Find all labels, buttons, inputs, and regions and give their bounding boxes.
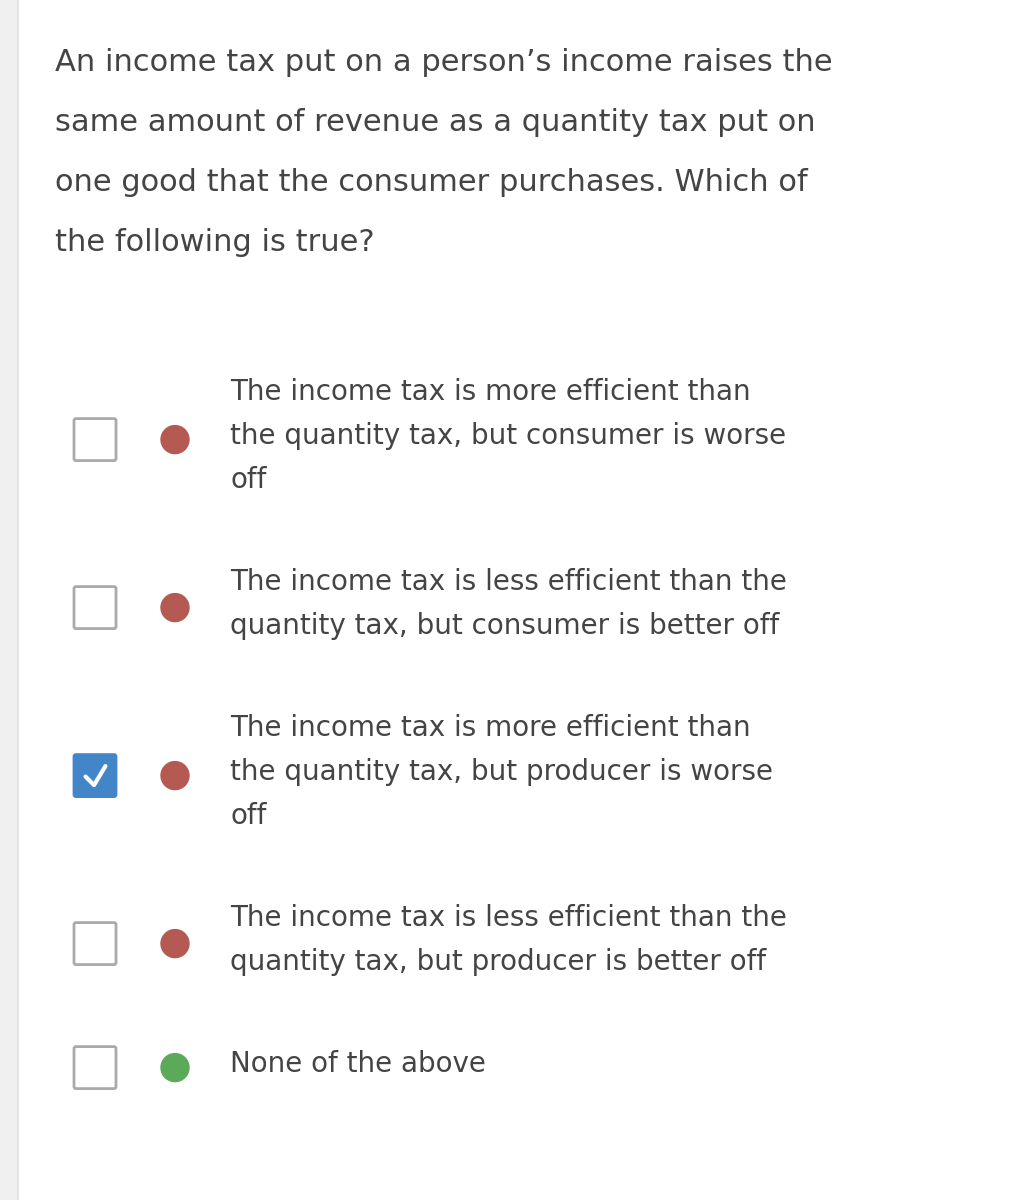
FancyBboxPatch shape bbox=[74, 587, 116, 629]
FancyBboxPatch shape bbox=[74, 1046, 116, 1088]
Text: the quantity tax, but producer is worse: the quantity tax, but producer is worse bbox=[230, 758, 773, 786]
Text: same amount of revenue as a quantity tax put on: same amount of revenue as a quantity tax… bbox=[55, 108, 816, 137]
Circle shape bbox=[161, 930, 189, 958]
Text: off: off bbox=[230, 466, 266, 494]
Text: An income tax put on a person’s income raises the: An income tax put on a person’s income r… bbox=[55, 48, 832, 77]
Text: the following is true?: the following is true? bbox=[55, 228, 375, 257]
Text: quantity tax, but producer is better off: quantity tax, but producer is better off bbox=[230, 948, 766, 976]
FancyBboxPatch shape bbox=[74, 419, 116, 461]
Text: one good that the consumer purchases. Which of: one good that the consumer purchases. Wh… bbox=[55, 168, 808, 197]
Text: The income tax is more efficient than: The income tax is more efficient than bbox=[230, 378, 750, 406]
FancyBboxPatch shape bbox=[18, 0, 1021, 1200]
Circle shape bbox=[161, 1054, 189, 1081]
Text: the quantity tax, but consumer is worse: the quantity tax, but consumer is worse bbox=[230, 422, 786, 450]
Text: The income tax is less efficient than the: The income tax is less efficient than th… bbox=[230, 568, 787, 596]
FancyBboxPatch shape bbox=[74, 755, 116, 797]
Text: None of the above: None of the above bbox=[230, 1050, 486, 1078]
Text: The income tax is less efficient than the: The income tax is less efficient than th… bbox=[230, 904, 787, 932]
Circle shape bbox=[161, 426, 189, 454]
Text: The income tax is more efficient than: The income tax is more efficient than bbox=[230, 714, 750, 742]
Circle shape bbox=[161, 762, 189, 790]
Circle shape bbox=[161, 594, 189, 622]
FancyBboxPatch shape bbox=[74, 923, 116, 965]
Text: off: off bbox=[230, 802, 266, 830]
Text: quantity tax, but consumer is better off: quantity tax, but consumer is better off bbox=[230, 612, 779, 640]
